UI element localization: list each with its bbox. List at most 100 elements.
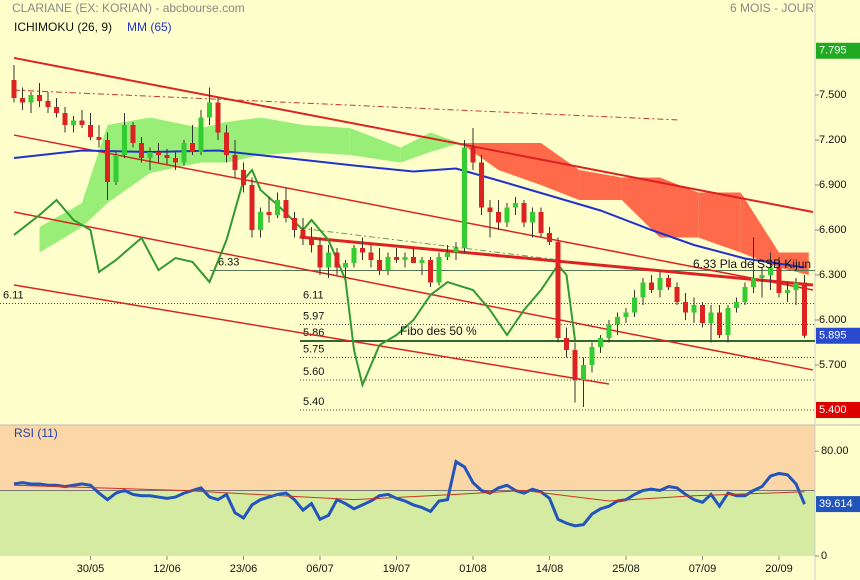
kumo-segment: [39, 203, 82, 253]
candle-body: [538, 212, 544, 233]
trendline: [13, 134, 814, 291]
kumo-segment: [226, 117, 261, 163]
candle-body: [445, 252, 450, 257]
kumo-segment: [660, 177, 699, 238]
candle-body: [657, 278, 663, 290]
candle-body: [411, 257, 416, 263]
candle-body: [215, 102, 221, 133]
indicator-label: ICHIMOKU (26, 9): [14, 20, 112, 34]
trendline: [299, 227, 560, 261]
candle-body: [615, 317, 620, 325]
level-label: 6.11: [3, 289, 24, 301]
y-tick-label: 6.300: [819, 269, 847, 281]
x-tick-label: 19/07: [383, 563, 411, 575]
y-tick-label: 6.600: [819, 224, 847, 236]
level-label: 6.11: [303, 289, 324, 301]
y-tick-label: 7.500: [819, 89, 847, 101]
candle-body: [292, 218, 297, 230]
candle-body: [674, 287, 680, 302]
kumo-segment: [260, 117, 303, 155]
x-tick-label: 06/07: [306, 563, 334, 575]
candle-body: [283, 200, 289, 218]
candle-body: [802, 282, 807, 336]
candle-body: [725, 308, 731, 335]
candle-body: [147, 152, 153, 158]
candle-body: [453, 248, 459, 253]
candle-body: [742, 287, 748, 302]
rsi-last-label: 39.614: [819, 498, 853, 510]
level-label: 5.40: [303, 396, 324, 408]
annotation: Fibo des 50 %: [400, 324, 477, 338]
candle-body: [436, 257, 442, 283]
candle-body: [96, 137, 102, 140]
candle-body: [776, 267, 782, 293]
candle-body: [130, 125, 136, 143]
candle-body: [708, 312, 714, 323]
candle-body: [700, 305, 705, 323]
x-tick-label: 25/08: [612, 563, 640, 575]
y-tick-label: 7.200: [819, 134, 847, 146]
price-tag-label: 5.400: [819, 404, 847, 416]
candle-body: [62, 113, 68, 125]
x-tick-label: 23/06: [230, 563, 258, 575]
candle-body: [351, 248, 357, 263]
trendline: [13, 89, 681, 121]
candle-body: [88, 125, 93, 137]
candle-body: [258, 212, 263, 230]
candle-body: [572, 350, 578, 380]
candle-body: [198, 117, 204, 152]
candle-body: [300, 230, 306, 238]
candle-body: [275, 200, 280, 215]
candle-body: [606, 324, 612, 338]
x-tick-label: 12/06: [153, 563, 181, 575]
candle-body: [343, 263, 348, 268]
candle-body: [555, 242, 561, 338]
candle-body: [402, 257, 408, 260]
moving-average: [13, 149, 805, 269]
candle-body: [394, 257, 399, 260]
candle-body: [20, 98, 25, 103]
candle-body: [581, 365, 586, 380]
candle-body: [54, 107, 59, 113]
candle-body: [71, 120, 76, 125]
candle-body: [207, 102, 212, 118]
candle-body: [428, 260, 433, 283]
chikou-span: [13, 168, 576, 389]
candle-body: [368, 252, 374, 260]
candle-body: [793, 282, 799, 290]
price-tag: [816, 402, 860, 418]
candle-body: [751, 278, 756, 287]
candle-body: [241, 170, 246, 185]
kumo-segment: [349, 128, 401, 163]
x-tick-label: 07/09: [689, 563, 717, 575]
kumo-segment: [579, 170, 622, 200]
candle-body: [470, 147, 476, 163]
candle-body: [734, 302, 739, 308]
candle-body: [11, 80, 17, 98]
kumo-segment: [740, 192, 779, 268]
candle-body: [530, 212, 535, 223]
kumo-segment: [150, 117, 201, 173]
y-tick-label: 5.700: [819, 359, 847, 371]
candle-body: [105, 140, 110, 182]
kumo-segment: [400, 132, 431, 163]
kumo-segment: [303, 125, 350, 155]
level-label: 5.97: [303, 310, 324, 322]
candle-body: [487, 207, 493, 212]
kumo-segment: [621, 177, 660, 238]
candle-body: [334, 252, 340, 268]
candle-body: [589, 347, 595, 365]
rsi-title: RSI (11): [14, 426, 58, 440]
candle-body: [462, 147, 467, 248]
candle-body: [181, 143, 187, 163]
trendline: [13, 284, 610, 385]
candle-body: [249, 185, 255, 230]
y-tick-label: 6.000: [819, 314, 847, 326]
rsi-upper-zone: [0, 425, 815, 491]
candle-body: [156, 152, 161, 155]
last-price-tag: [816, 327, 860, 344]
y-tick-label: 80.00: [821, 445, 849, 457]
candle-body: [317, 245, 323, 268]
candle-body: [326, 252, 331, 268]
